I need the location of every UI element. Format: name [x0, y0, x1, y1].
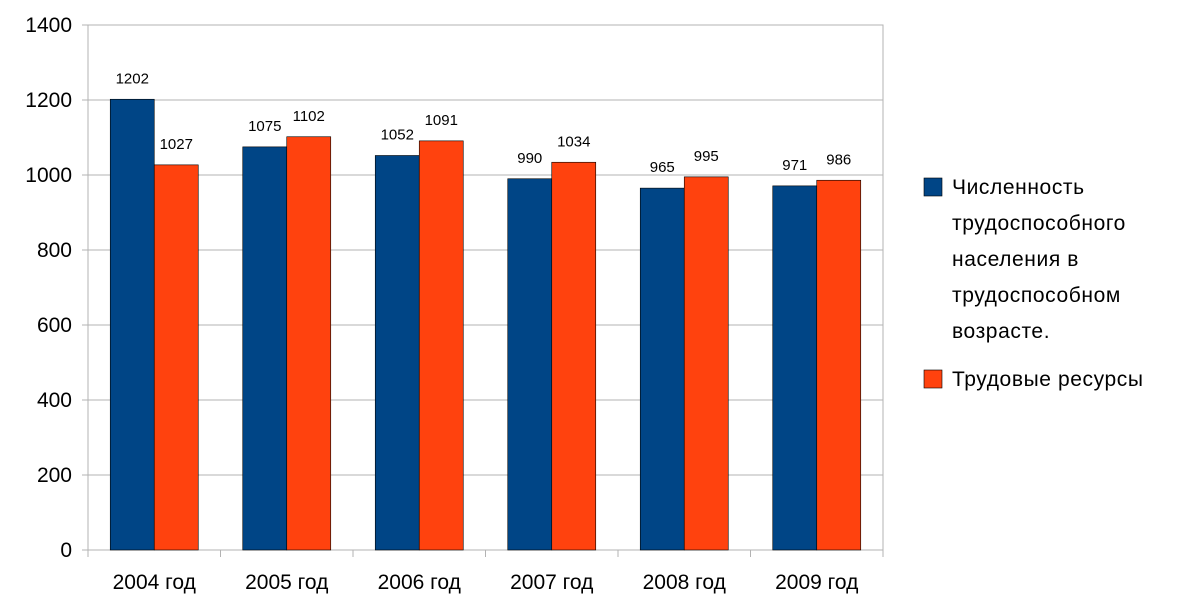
bar — [816, 179, 862, 551]
data-label: 986 — [826, 151, 851, 168]
y-tick-label: 1400 — [25, 14, 72, 37]
data-label: 1034 — [557, 133, 590, 150]
data-label: 1102 — [293, 108, 325, 125]
x-tick-label: 2006 год — [378, 571, 461, 594]
data-label: 1075 — [248, 118, 281, 135]
y-tick-label: 200 — [37, 464, 72, 487]
bars — [109, 98, 862, 551]
data-label: 965 — [650, 159, 675, 176]
x-axis: 2004 год 2005 год 2006 год 2007 год 2008 год… — [87, 550, 884, 594]
data-label: 971 — [782, 157, 807, 174]
data-label: 995 — [694, 148, 719, 165]
data-label: 1027 — [160, 136, 193, 153]
bar — [374, 155, 420, 551]
legend-label: населения в — [952, 248, 1079, 271]
data-label: 990 — [517, 150, 542, 167]
grid-lines — [88, 24, 883, 551]
bar — [683, 176, 729, 551]
plot-area — [87, 24, 884, 551]
data-labels: 1202 1027 1075 1102 1052 1091 990 1034 965 995 971… — [116, 70, 852, 176]
bar — [551, 161, 597, 551]
y-tick-label: 800 — [37, 239, 72, 262]
bar — [153, 164, 199, 551]
bar — [772, 185, 818, 551]
data-label: 1202 — [116, 70, 149, 87]
y-tick-label: 400 — [37, 389, 72, 412]
legend-label: трудоспособного — [952, 212, 1126, 235]
y-tick-label: 1000 — [25, 164, 72, 187]
bar — [242, 146, 288, 551]
legend-swatch — [923, 369, 943, 389]
data-label: 1052 — [381, 127, 414, 144]
x-tick-label: 2005 год — [245, 571, 328, 594]
legend: Численность трудоспособного населения в тру… — [923, 176, 1144, 391]
bar — [507, 178, 553, 551]
legend-swatch — [923, 177, 943, 197]
bar — [418, 140, 464, 551]
legend-label: возрасте. — [952, 320, 1050, 343]
bar — [639, 187, 685, 551]
legend-label: трудоспособном — [952, 284, 1121, 307]
bar — [286, 136, 332, 551]
y-axis: 0 200 400 600 800 1000 1200 1400 — [25, 14, 88, 562]
y-tick-label: 0 — [60, 539, 72, 562]
x-tick-label: 2004 год — [113, 571, 196, 594]
legend-label: Трудовые ресурсы — [952, 368, 1144, 391]
x-tick-label: 2009 год — [775, 571, 858, 594]
x-tick-label: 2008 год — [643, 571, 726, 594]
legend-label: Численность — [952, 176, 1085, 199]
y-tick-label: 1200 — [25, 89, 72, 112]
data-label: 1091 — [425, 112, 458, 129]
bar — [109, 98, 155, 551]
y-tick-label: 600 — [37, 314, 72, 337]
x-tick-label: 2007 год — [510, 571, 593, 594]
